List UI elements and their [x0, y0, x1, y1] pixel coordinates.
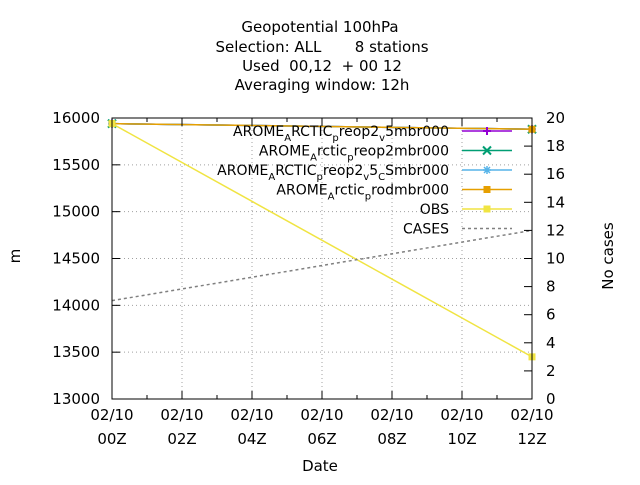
- marker-star: [483, 166, 491, 174]
- chart-title: Geopotential 100hPa Selection: ALL 8 sta…: [215, 18, 428, 94]
- title-line-1: Geopotential 100hPa: [241, 18, 398, 36]
- title-line-3: Used 00,12 + 00 12: [242, 57, 402, 75]
- legend-label: AROMEARCTICpreop2v5mbr000: [233, 124, 449, 144]
- marker-square: [483, 186, 491, 193]
- y2-tick-label: 14: [546, 193, 565, 211]
- y-tick-label: 13500: [52, 343, 100, 361]
- legend-marker: [482, 145, 492, 156]
- x-tick-label-date: 02/10: [230, 406, 273, 424]
- x-tick-label-date: 02/10: [510, 406, 553, 424]
- legend-marker: [483, 127, 491, 135]
- x-tick-label-date: 02/10: [160, 406, 203, 424]
- legend-entry: CASES: [403, 222, 512, 238]
- y-tick-label: 15000: [52, 203, 100, 221]
- axis-ticks: 13000 13500 14000 14500 15000 15500 16000 0 2 4 6 8…: [52, 109, 565, 448]
- legend-entry: AROMEARCTICpreop2v5mbr000: [233, 124, 512, 144]
- legend-label: CASES: [403, 222, 449, 238]
- x-tick-label-hour: 00Z: [97, 430, 126, 448]
- y2-tick-label: 18: [546, 137, 565, 155]
- y2-tick-label: 0: [546, 390, 556, 408]
- x-tick-label-hour: 12Z: [517, 430, 546, 448]
- series-line: [111, 229, 533, 302]
- marker-cross: [482, 145, 492, 156]
- x-tick-label-date: 02/10: [90, 406, 133, 424]
- x-axis-label: Date: [302, 457, 338, 475]
- y2-tick-label: 12: [546, 221, 565, 239]
- legend: AROMEARCTICpreop2v5mbr000AROMEArcticpreo…: [217, 124, 512, 238]
- legend-entry: AROMEArcticprodmbr000: [276, 183, 512, 203]
- y2-tick-label: 20: [546, 109, 565, 127]
- y2-tick-label: 16: [546, 165, 565, 183]
- y2-axis-label: No cases: [599, 222, 617, 290]
- legend-entry: AROMEARCTICpreop2v5CSmbr000: [217, 163, 512, 183]
- y2-tick-label: 4: [546, 334, 556, 352]
- legend-label: AROMEArcticpreop2mbr000: [259, 144, 449, 164]
- legend-marker: [483, 186, 491, 193]
- legend-entry: OBS: [420, 202, 512, 218]
- y2-tick-label: 6: [546, 306, 556, 324]
- title-line-2: Selection: ALL 8 stations: [215, 38, 428, 56]
- title-line-4: Averaging window: 12h: [235, 76, 410, 94]
- x-tick-label-hour: 08Z: [377, 430, 406, 448]
- legend-label: AROMEARCTICpreop2v5CSmbr000: [217, 163, 449, 183]
- legend-label: OBS: [420, 202, 449, 218]
- legend-marker: [483, 205, 491, 213]
- y-tick-label: 14000: [52, 296, 100, 314]
- x-tick-label-hour: 06Z: [307, 430, 336, 448]
- y2-tick-label: 8: [546, 278, 556, 296]
- y2-tick-label: 2: [546, 362, 556, 380]
- marker-plus: [483, 127, 491, 135]
- x-tick-label-hour: 04Z: [237, 430, 266, 448]
- marker-square: [483, 205, 491, 213]
- x-tick-label-hour: 10Z: [447, 430, 476, 448]
- grid: [112, 118, 532, 399]
- y-tick-label: 13000: [52, 390, 100, 408]
- y-tick-label: 15500: [52, 156, 100, 174]
- x-tick-label-hour: 02Z: [167, 430, 196, 448]
- y-tick-label: 14500: [52, 250, 100, 268]
- x-tick-label-date: 02/10: [370, 406, 413, 424]
- x-tick-label-date: 02/10: [300, 406, 343, 424]
- legend-entry: AROMEArcticpreop2mbr000: [259, 144, 512, 164]
- legend-marker: [483, 166, 491, 174]
- series-5: [111, 229, 533, 302]
- y-axis-label: m: [6, 249, 24, 264]
- x-tick-label-date: 02/10: [440, 406, 483, 424]
- legend-label: AROMEArcticprodmbr000: [276, 183, 449, 203]
- y2-tick-label: 10: [546, 250, 565, 268]
- y-tick-label: 16000: [52, 109, 100, 127]
- series-line: [111, 122, 533, 358]
